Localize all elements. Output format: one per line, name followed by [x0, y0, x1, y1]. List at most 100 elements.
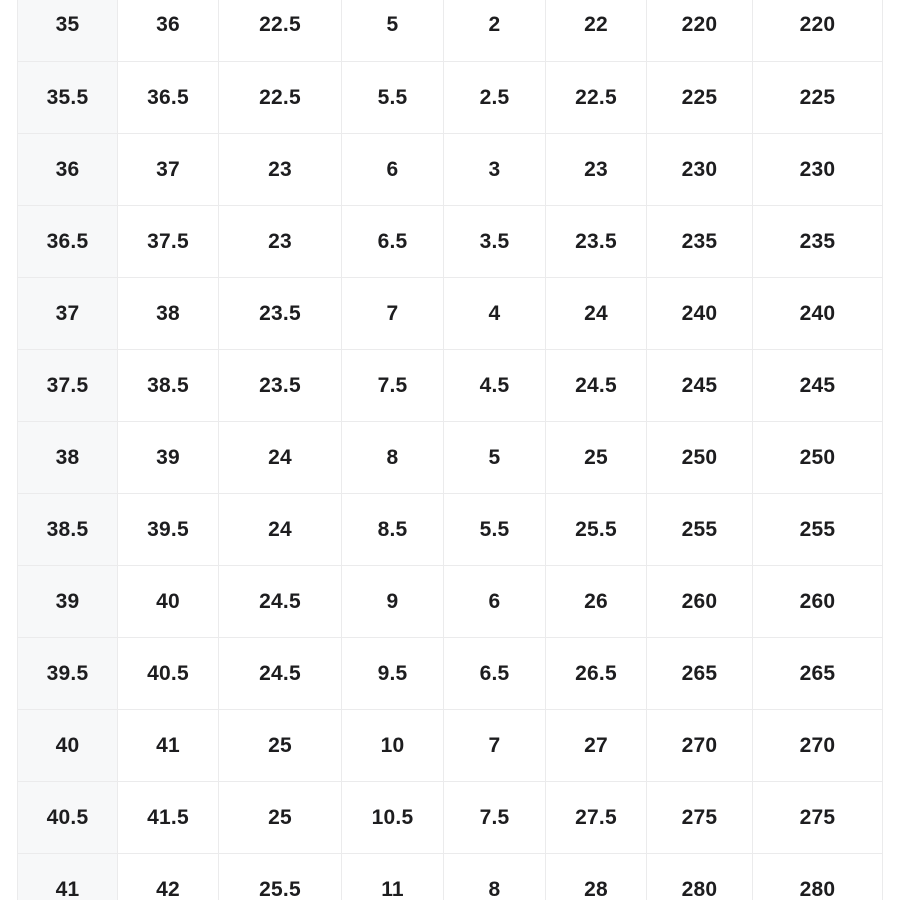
table-row: 35.5 36.5 22.5 5.5 2.5 22.5 225 225	[17, 61, 883, 133]
table-cell: 6.5	[444, 637, 546, 709]
table-cell: 36.5	[118, 61, 219, 133]
table-cell: 220	[753, 0, 883, 61]
table-cell: 7.5	[342, 349, 444, 421]
table-cell: 10.5	[342, 781, 444, 853]
table-cell: 38	[17, 421, 118, 493]
table-cell: 23.5	[546, 205, 647, 277]
table-cell: 41	[118, 709, 219, 781]
table-cell: 280	[753, 853, 883, 900]
table-cell: 39.5	[118, 493, 219, 565]
table-cell: 27	[546, 709, 647, 781]
table-cell: 245	[753, 349, 883, 421]
table-cell: 260	[647, 565, 753, 637]
table-cell: 22	[546, 0, 647, 61]
table-cell: 23.5	[219, 277, 342, 349]
table-cell: 270	[753, 709, 883, 781]
table-cell: 25.5	[546, 493, 647, 565]
table-cell: 26	[546, 565, 647, 637]
table-cell: 36	[118, 0, 219, 61]
table-cell: 22.5	[219, 61, 342, 133]
table-cell: 36.5	[17, 205, 118, 277]
table-cell: 24.5	[219, 637, 342, 709]
table-cell: 220	[647, 0, 753, 61]
table-cell: 37	[118, 133, 219, 205]
size-chart-table[interactable]: 35 36 22.5 5 2 22 220 220 35.5 36.5 22.5 5.5 2.5 22.5…	[17, 0, 883, 900]
table-cell: 250	[647, 421, 753, 493]
table-cell: 22.5	[546, 61, 647, 133]
table-cell: 37.5	[17, 349, 118, 421]
table-row: 36.5 37.5 23 6.5 3.5 23.5 235 235	[17, 205, 883, 277]
table-cell: 38.5	[118, 349, 219, 421]
table-cell: 5.5	[342, 61, 444, 133]
table-cell: 260	[753, 565, 883, 637]
table-cell: 280	[647, 853, 753, 900]
table-row: 40 41 25 10 7 27 270 270	[17, 709, 883, 781]
table-cell: 235	[647, 205, 753, 277]
table-row: 39 40 24.5 9 6 26 260 260	[17, 565, 883, 637]
table-cell: 240	[647, 277, 753, 349]
table-cell: 38.5	[17, 493, 118, 565]
table-cell: 40.5	[118, 637, 219, 709]
table-cell: 39	[118, 421, 219, 493]
table-cell: 26.5	[546, 637, 647, 709]
table-cell: 6	[444, 565, 546, 637]
table-cell: 8	[444, 853, 546, 900]
table-cell: 9.5	[342, 637, 444, 709]
table-row: 37.5 38.5 23.5 7.5 4.5 24.5 245 245	[17, 349, 883, 421]
table-cell: 41	[17, 853, 118, 900]
table-cell: 28	[546, 853, 647, 900]
table-cell: 24.5	[219, 565, 342, 637]
table-row: 38 39 24 8 5 25 250 250	[17, 421, 883, 493]
table-cell: 230	[753, 133, 883, 205]
table-cell: 7	[444, 709, 546, 781]
table-cell: 3	[444, 133, 546, 205]
table-cell: 250	[753, 421, 883, 493]
table-cell: 10	[342, 709, 444, 781]
table-cell: 255	[753, 493, 883, 565]
table-cell: 23.5	[219, 349, 342, 421]
table-cell: 37	[17, 277, 118, 349]
table-cell: 24	[546, 277, 647, 349]
table-row: 40.5 41.5 25 10.5 7.5 27.5 275 275	[17, 781, 883, 853]
table-cell: 4	[444, 277, 546, 349]
table-cell: 5.5	[444, 493, 546, 565]
table-cell: 40	[118, 565, 219, 637]
table-cell: 24	[219, 421, 342, 493]
table-cell: 6	[342, 133, 444, 205]
table-cell: 25	[219, 709, 342, 781]
table-cell: 275	[753, 781, 883, 853]
table-cell: 2.5	[444, 61, 546, 133]
table-cell: 255	[647, 493, 753, 565]
table-cell: 24.5	[546, 349, 647, 421]
table-row: 37 38 23.5 7 4 24 240 240	[17, 277, 883, 349]
table-cell: 37.5	[118, 205, 219, 277]
table-cell: 25	[546, 421, 647, 493]
table-cell: 7.5	[444, 781, 546, 853]
table-cell: 23	[219, 205, 342, 277]
table-cell: 24	[219, 493, 342, 565]
table-cell: 40.5	[17, 781, 118, 853]
table-row: 41 42 25.5 11 8 28 280 280	[17, 853, 883, 900]
table-cell: 225	[647, 61, 753, 133]
table-cell: 41.5	[118, 781, 219, 853]
table-cell: 38	[118, 277, 219, 349]
table-cell: 2	[444, 0, 546, 61]
table-cell: 36	[17, 133, 118, 205]
table-cell: 25.5	[219, 853, 342, 900]
table-row: 36 37 23 6 3 23 230 230	[17, 133, 883, 205]
table-cell: 22.5	[219, 0, 342, 61]
table-cell: 270	[647, 709, 753, 781]
table-cell: 25	[219, 781, 342, 853]
table-cell: 35	[17, 0, 118, 61]
table-row: 39.5 40.5 24.5 9.5 6.5 26.5 265 265	[17, 637, 883, 709]
table-cell: 27.5	[546, 781, 647, 853]
table-cell: 245	[647, 349, 753, 421]
table-row: 38.5 39.5 24 8.5 5.5 25.5 255 255	[17, 493, 883, 565]
table-cell: 4.5	[444, 349, 546, 421]
table-cell: 8.5	[342, 493, 444, 565]
table-cell: 225	[753, 61, 883, 133]
table-cell: 6.5	[342, 205, 444, 277]
table-cell: 265	[753, 637, 883, 709]
table-cell: 7	[342, 277, 444, 349]
